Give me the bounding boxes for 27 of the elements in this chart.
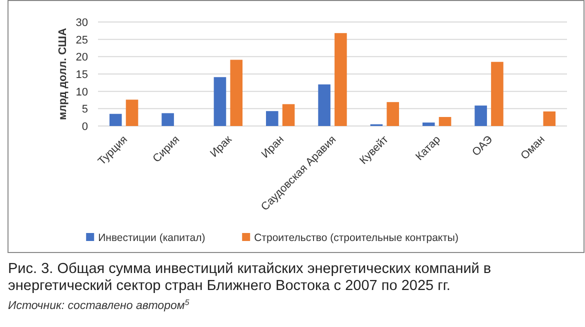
y-tick-label: 25 bbox=[76, 34, 88, 46]
y-tick-label: 20 bbox=[76, 52, 88, 64]
bar bbox=[318, 84, 330, 126]
bar bbox=[109, 114, 122, 126]
bar bbox=[438, 116, 452, 126]
bar bbox=[543, 111, 556, 126]
bar bbox=[230, 60, 243, 126]
text: Источник: составлено автором$^{5}$ bbox=[8, 298, 190, 312]
bar bbox=[214, 77, 226, 126]
y-tick-label: 10 bbox=[76, 86, 88, 98]
bar bbox=[266, 111, 278, 126]
bar bbox=[282, 104, 295, 126]
legend-label: Строительство (строительные контракты) bbox=[254, 232, 458, 244]
bar bbox=[162, 113, 174, 126]
y-tick-label: 0 bbox=[82, 121, 88, 133]
y-axis-title: млрд долл. США bbox=[57, 28, 69, 120]
y-tick-label: 15 bbox=[76, 69, 88, 81]
y-tick-label: 30 bbox=[76, 17, 88, 29]
bar bbox=[126, 100, 138, 126]
legend-label: Инвестиции (капитал) bbox=[98, 232, 206, 244]
bar bbox=[474, 106, 487, 126]
y-tick-label: 5 bbox=[82, 104, 88, 116]
bar bbox=[386, 102, 400, 126]
bar bbox=[491, 62, 504, 126]
bar bbox=[422, 122, 435, 126]
bar bbox=[334, 33, 347, 126]
text: Рис. 3. Общая сумма инвестиций китайских энергетических компаний в энергетический сектор стран Ближнего Востока с 2007 по 2025 гг. bbox=[8, 261, 492, 294]
